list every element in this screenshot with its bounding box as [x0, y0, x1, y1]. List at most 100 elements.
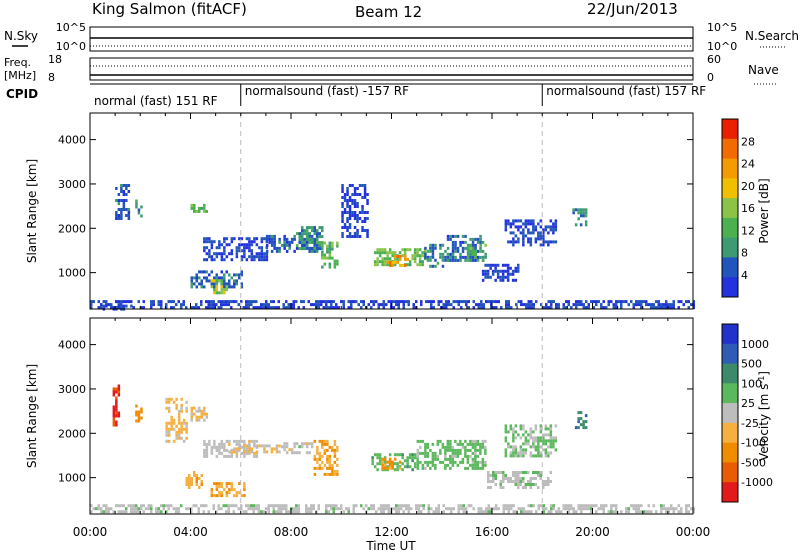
power-data-cell [539, 225, 543, 229]
power-data-cell [481, 258, 485, 262]
velocity-data-cell [575, 510, 578, 514]
power-data-cell [472, 300, 475, 304]
power-data-cell [356, 187, 359, 190]
power-data-cell [484, 243, 487, 247]
velocity-data-cell [290, 451, 294, 455]
velocity-data-cell [529, 430, 533, 434]
velocity-data-cell [456, 463, 460, 467]
velocity-data-cell [300, 445, 304, 449]
power-data-cell [637, 303, 640, 307]
velocity-data-cell [481, 463, 485, 467]
velocity-data-cell [218, 448, 221, 452]
velocity-data-cell [175, 403, 178, 407]
power-data-cell [465, 303, 468, 307]
power-data-cell [265, 252, 269, 256]
power-data-cell [117, 217, 121, 220]
velocity-data-cell [527, 471, 530, 474]
power-data-cell [332, 300, 335, 304]
power-data-cell [545, 303, 548, 307]
power-data-cell [363, 187, 367, 190]
power-data-cell [434, 243, 437, 247]
power-data-cell [595, 300, 598, 304]
velocity-data-cell [292, 510, 295, 514]
power-data-cell [480, 306, 483, 310]
power-data-cell [602, 300, 605, 304]
power-data-cell [667, 303, 670, 307]
power-data-cell [514, 225, 518, 229]
velocity-data-cell [115, 423, 118, 427]
velocity-data-cell [378, 459, 382, 463]
power-data-cell [391, 251, 394, 255]
velocity-data-cell [235, 450, 239, 454]
velocity-data-cell [172, 507, 175, 511]
power-data-cell [444, 258, 447, 262]
power-data-cell [398, 251, 402, 255]
power-data-cell [321, 253, 324, 257]
power-data-cell [100, 306, 103, 310]
velocity-data-cell [461, 442, 465, 446]
power-data-cell [313, 243, 316, 247]
velocity-data-cell [331, 472, 334, 476]
velocity-data-cell [190, 510, 193, 514]
power-data-cell [203, 258, 206, 262]
power-data-cell [213, 291, 216, 295]
power-colorbar-segment [722, 178, 738, 199]
power-data-cell [250, 249, 254, 253]
x-tick-label: 12:00 [374, 525, 409, 539]
power-data-cell [325, 300, 328, 304]
velocity-data-cell [393, 457, 397, 461]
velocity-data-cell [396, 453, 399, 457]
velocity-data-cell [451, 451, 455, 455]
velocity-data-cell [376, 468, 379, 472]
velocity-data-cell [165, 439, 168, 443]
power-data-cell [487, 300, 490, 304]
power-data-cell [230, 306, 233, 310]
power-colorbar-segment [722, 277, 738, 298]
power-data-cell [203, 237, 206, 241]
velocity-data-cell [537, 504, 540, 508]
power-data-cell [306, 244, 309, 248]
velocity-data-cell [330, 504, 333, 508]
velocity-data-cell [466, 460, 470, 464]
power-data-cell [577, 217, 580, 221]
velocity-data-cell [490, 507, 493, 511]
power-data-cell [452, 300, 455, 304]
power-data-cell [120, 190, 123, 193]
power-data-cell [285, 249, 289, 253]
velocity-data-cell [417, 510, 420, 514]
power-data-cell [469, 252, 472, 256]
velocity-data-cell [335, 504, 338, 508]
velocity-data-cell [360, 504, 363, 508]
power-data-cell [377, 306, 380, 310]
power-data-cell [185, 306, 188, 310]
power-data-cell [647, 303, 650, 307]
power-data-cell [454, 249, 457, 253]
velocity-data-cell [115, 399, 118, 403]
velocity-data-cell [577, 420, 580, 424]
velocity-data-cell [579, 411, 583, 415]
velocity-data-cell [217, 504, 220, 508]
power-data-cell [537, 222, 540, 226]
velocity-data-cell [305, 442, 309, 446]
power-data-cell [372, 303, 375, 307]
power-data-cell [585, 306, 588, 310]
power-data-cell [127, 217, 131, 220]
power-data-cell [469, 258, 472, 262]
power-data-cell [361, 196, 364, 199]
power-data-cell [353, 199, 357, 202]
velocity-data-cell [177, 510, 180, 514]
velocity-data-cell [577, 411, 580, 415]
power-data-cell [577, 303, 580, 307]
velocity-data-cell [527, 442, 530, 446]
power-data-cell [213, 258, 216, 262]
velocity-data-cell [110, 507, 113, 511]
power-data-cell [233, 282, 236, 286]
power-data-cell [220, 306, 223, 310]
power-data-cell [481, 249, 485, 253]
velocity-data-cell [140, 416, 143, 420]
velocity-data-cell [427, 507, 430, 511]
velocity-data-cell [405, 504, 408, 508]
power-data-cell [301, 238, 304, 242]
velocity-data-cell [522, 486, 525, 489]
power-data-cell [522, 222, 525, 226]
